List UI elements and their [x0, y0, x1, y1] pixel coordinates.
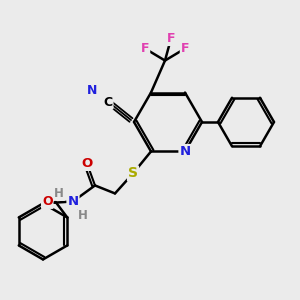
Text: H: H — [78, 209, 88, 222]
Text: N: N — [68, 195, 79, 208]
Text: O: O — [81, 157, 93, 170]
Text: N: N — [179, 145, 191, 158]
Text: N: N — [87, 83, 97, 97]
Text: C: C — [103, 95, 112, 109]
Text: S: S — [128, 167, 138, 180]
Text: O: O — [42, 195, 52, 208]
Text: H: H — [54, 187, 64, 200]
Text: F: F — [181, 42, 189, 55]
Text: F: F — [167, 32, 175, 45]
Text: F: F — [141, 42, 149, 55]
